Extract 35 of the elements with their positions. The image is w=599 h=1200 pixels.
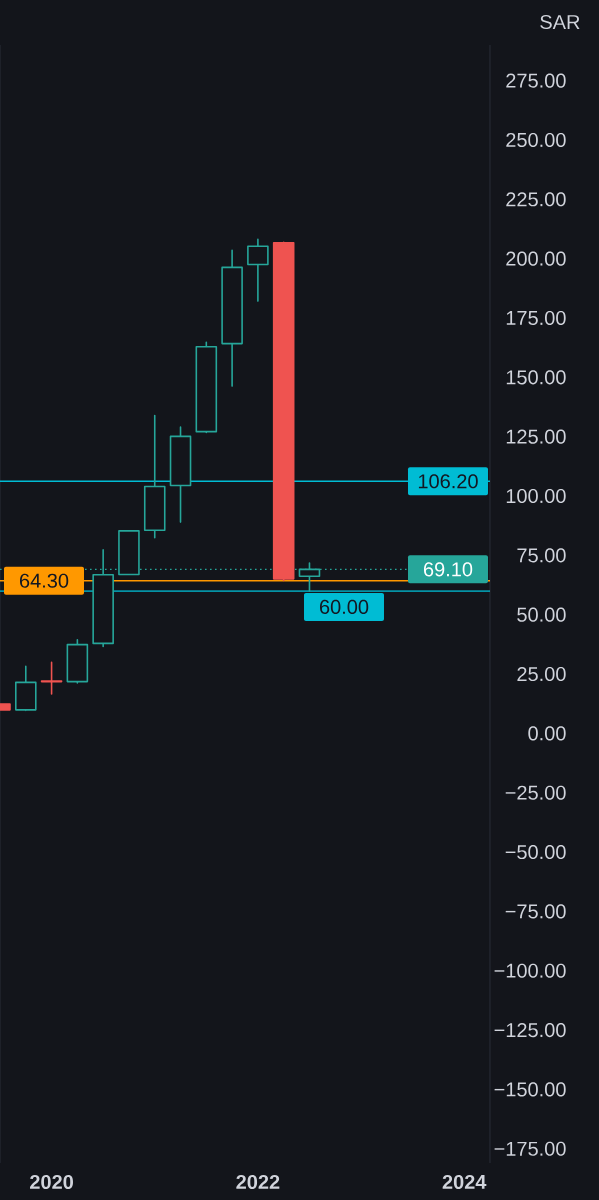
y-tick-label: −75.00 [505,904,566,919]
candlestick [14,665,37,712]
y-tick-label: 250.00 [506,132,566,148]
y-tick-label: 50.00 [517,607,566,622]
candlestick [169,426,192,523]
y-tick-label: 0.00 [528,726,566,741]
y-tick-label: 100.00 [506,488,566,504]
y-tick-label: −25.00 [505,785,566,800]
candlestick [272,241,295,582]
y-tick-label: 75.00 [517,548,566,563]
x-tick-label: 2022 [236,1174,280,1190]
candlestick [247,238,269,302]
candlestick [143,414,166,539]
y-tick-label: −50.00 [505,844,566,860]
ref-line-label: 106.20 [418,474,478,489]
y-tick-label: 150.00 [506,370,566,385]
candlestick [195,341,218,434]
y-tick-label: 225.00 [506,192,566,207]
y-tick-label: −150.00 [494,1082,566,1097]
y-tick-label: −100.00 [494,963,566,978]
y-tick-label: −175.00 [494,1141,566,1156]
y-tick-label: 175.00 [506,310,566,326]
x-tick-label: 2024 [442,1174,487,1190]
y-tick-label: −125.00 [494,1022,566,1038]
y-tick-label: 275.00 [506,73,566,88]
ref-line-label: 60.00 [319,599,369,615]
candlestick [221,249,243,387]
ref-line-label: 64.30 [19,573,69,588]
y-tick-label: 200.00 [506,251,566,266]
candlestick [66,639,89,684]
y-axis-title: SAR [540,14,580,30]
ref-line-label: 69.10 [423,562,473,577]
y-tick-label: 25.00 [517,666,566,682]
x-tick-label: 2020 [30,1174,73,1190]
y-tick-label: 125.00 [506,429,566,444]
